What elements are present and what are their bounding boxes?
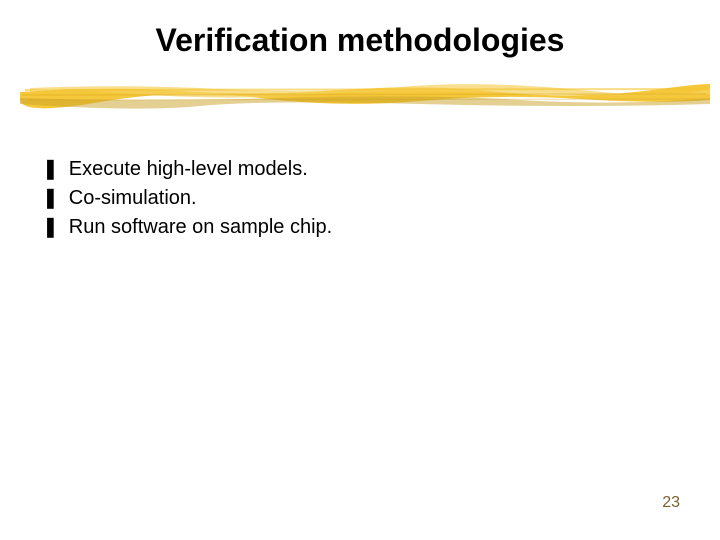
page-number: 23 bbox=[662, 494, 680, 512]
list-item: ❚ Co-simulation. bbox=[42, 185, 332, 210]
list-item: ❚ Run software on sample chip. bbox=[42, 214, 332, 239]
bullet-text: Co-simulation. bbox=[69, 187, 197, 210]
bullet-icon: ❚ bbox=[42, 185, 59, 210]
bullet-icon: ❚ bbox=[42, 156, 59, 181]
bullet-icon: ❚ bbox=[42, 214, 59, 239]
slide-title: Verification methodologies bbox=[0, 22, 720, 59]
title-underline-brush bbox=[20, 80, 710, 110]
bullet-text: Execute high-level models. bbox=[69, 158, 308, 181]
bullet-text: Run software on sample chip. bbox=[69, 216, 332, 239]
bullet-list: ❚ Execute high-level models. ❚ Co-simula… bbox=[42, 156, 332, 243]
slide: Verification methodologies ❚ Execute hig… bbox=[0, 0, 720, 540]
list-item: ❚ Execute high-level models. bbox=[42, 156, 332, 181]
